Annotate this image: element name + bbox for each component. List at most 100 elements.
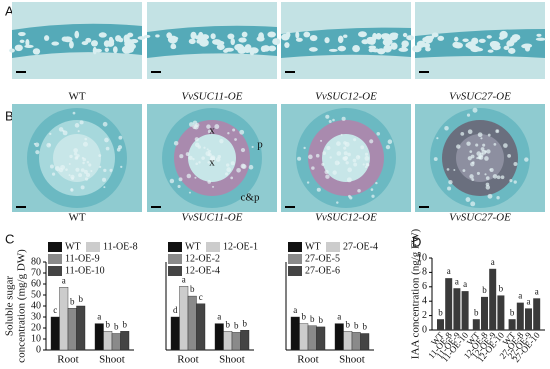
cell bbox=[360, 145, 365, 150]
cell bbox=[364, 156, 370, 161]
cell bbox=[82, 157, 87, 162]
cell bbox=[58, 127, 64, 132]
cell bbox=[353, 138, 357, 142]
cell bbox=[406, 35, 415, 41]
x-tick-label: Root bbox=[177, 354, 198, 366]
y-tick-label: 4 bbox=[422, 295, 427, 306]
cell bbox=[486, 149, 491, 154]
significance-letter: b bbox=[310, 314, 315, 324]
cell bbox=[368, 45, 377, 49]
cell bbox=[239, 129, 245, 135]
significance-letter: a bbox=[182, 274, 186, 284]
cell bbox=[326, 145, 331, 151]
cell bbox=[77, 130, 80, 133]
significance-letter: b bbox=[234, 320, 239, 330]
bar bbox=[316, 326, 326, 351]
cell bbox=[195, 162, 199, 166]
y-axis-label: IAA concentration (ng/g FW) bbox=[410, 228, 422, 359]
cell bbox=[268, 45, 277, 52]
cell bbox=[208, 152, 212, 157]
cell bbox=[325, 174, 330, 179]
annotation: x bbox=[209, 157, 215, 169]
panel-label: C bbox=[5, 231, 14, 246]
caption: WT bbox=[68, 212, 85, 224]
cell bbox=[124, 41, 131, 48]
cell bbox=[462, 38, 469, 43]
cell bbox=[230, 38, 235, 46]
cell bbox=[80, 185, 85, 190]
cell bbox=[33, 142, 36, 145]
significance-letter: b bbox=[79, 294, 84, 304]
cell bbox=[352, 158, 357, 163]
bar bbox=[120, 331, 130, 351]
panel-label: D bbox=[412, 234, 421, 249]
cell bbox=[240, 163, 246, 169]
cell bbox=[226, 167, 232, 173]
cell bbox=[382, 38, 392, 46]
cell bbox=[480, 137, 483, 140]
cell bbox=[70, 188, 73, 191]
cell bbox=[32, 48, 41, 55]
cell bbox=[84, 137, 88, 141]
y-tick-label: 20 bbox=[31, 322, 41, 333]
cell bbox=[484, 150, 488, 153]
cell bbox=[454, 36, 459, 42]
cell bbox=[295, 37, 303, 42]
cell bbox=[194, 137, 199, 142]
cell bbox=[493, 42, 501, 46]
cell bbox=[92, 46, 97, 55]
bar bbox=[343, 331, 353, 351]
caption: VvSUC27-OE bbox=[449, 212, 511, 224]
cell bbox=[324, 37, 330, 44]
cell bbox=[109, 168, 113, 172]
cell bbox=[51, 172, 56, 176]
cell bbox=[309, 34, 318, 42]
cell bbox=[315, 153, 320, 158]
bar bbox=[94, 323, 104, 351]
cell bbox=[216, 43, 225, 51]
significance-letter: b bbox=[302, 312, 307, 322]
cell bbox=[86, 160, 90, 164]
cell bbox=[207, 149, 212, 153]
legend-swatch bbox=[168, 242, 182, 252]
cell bbox=[496, 129, 499, 133]
cell bbox=[369, 139, 374, 144]
cell bbox=[332, 118, 335, 122]
cell bbox=[232, 128, 236, 132]
cell bbox=[236, 167, 241, 173]
cell bbox=[412, 45, 422, 53]
cell bbox=[177, 184, 181, 189]
cell bbox=[398, 47, 409, 52]
cell bbox=[230, 176, 234, 180]
y-axis-label: Soluble sugar bbox=[4, 276, 16, 337]
cell bbox=[297, 156, 302, 161]
cell bbox=[49, 164, 54, 169]
cell bbox=[489, 168, 492, 171]
bar bbox=[231, 332, 241, 351]
cell bbox=[355, 155, 361, 160]
y-tick-label: 2 bbox=[422, 310, 427, 321]
cell bbox=[444, 126, 449, 131]
cell bbox=[207, 180, 212, 184]
cell bbox=[375, 33, 382, 40]
cell bbox=[83, 169, 88, 174]
cell bbox=[308, 47, 318, 52]
cell bbox=[219, 139, 224, 144]
legend-label: WT bbox=[185, 241, 201, 252]
bar bbox=[508, 319, 516, 330]
y-tick-label: 30 bbox=[31, 311, 41, 322]
cell bbox=[80, 168, 85, 172]
cell bbox=[188, 38, 196, 45]
cell bbox=[383, 33, 388, 41]
cell bbox=[337, 45, 347, 52]
cell bbox=[284, 42, 290, 48]
cell bbox=[137, 36, 146, 40]
cell bbox=[482, 143, 486, 147]
y-tick-label: 40 bbox=[31, 300, 41, 311]
cell bbox=[102, 121, 108, 127]
cell bbox=[453, 168, 456, 171]
legend-swatch bbox=[168, 254, 182, 264]
cell bbox=[431, 32, 439, 38]
cell bbox=[206, 148, 209, 151]
significance-letter: a bbox=[447, 266, 451, 276]
